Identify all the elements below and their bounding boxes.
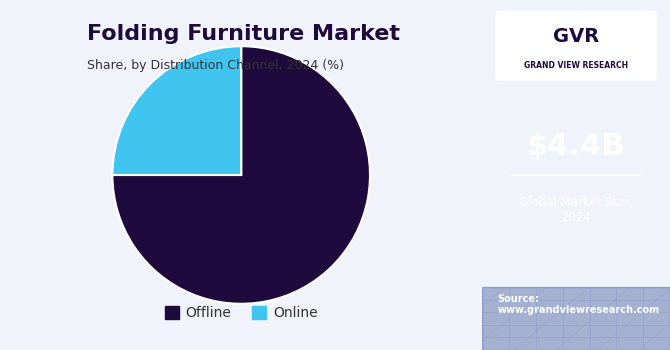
Text: Global Market Size,
2024: Global Market Size, 2024: [519, 196, 633, 224]
Legend: Offline, Online: Offline, Online: [159, 301, 323, 326]
Wedge shape: [113, 46, 241, 175]
Text: GVR: GVR: [553, 27, 600, 46]
FancyBboxPatch shape: [496, 10, 657, 80]
Bar: [482, 287, 670, 350]
Text: $4.4B: $4.4B: [527, 133, 626, 161]
Text: Folding Furniture Market: Folding Furniture Market: [86, 24, 399, 44]
Text: Share, by Distribution Channel, 2024 (%): Share, by Distribution Channel, 2024 (%): [86, 59, 344, 72]
Text: Source:
www.grandviewresearch.com: Source: www.grandviewresearch.com: [497, 294, 659, 315]
Wedge shape: [113, 46, 370, 304]
Text: GRAND VIEW RESEARCH: GRAND VIEW RESEARCH: [524, 61, 628, 70]
